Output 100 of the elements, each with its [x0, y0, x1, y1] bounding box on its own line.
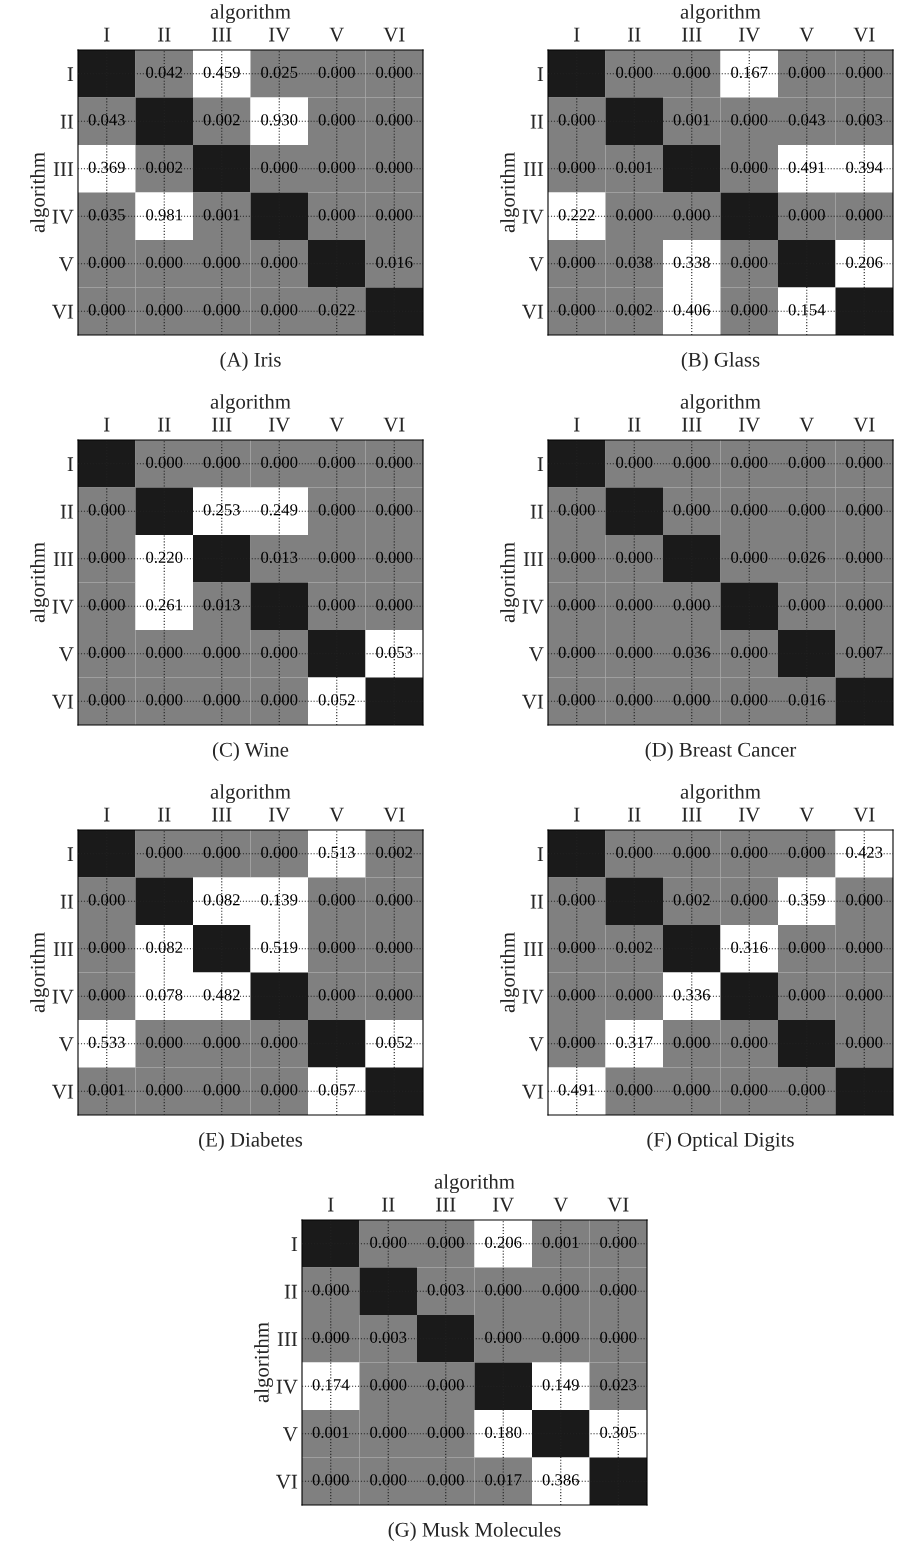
x-axis-title: algorithm [680, 784, 761, 804]
x-tick-label: I [104, 807, 110, 822]
data-label: 0.000 [616, 989, 653, 1001]
text: (F) Optical Digits [647, 1132, 794, 1152]
data-label: 0.394 [846, 161, 883, 173]
x-tick-label: I [104, 27, 110, 42]
data-label: 0.000 [88, 894, 125, 906]
data-label: 0.017 [485, 1474, 522, 1486]
data-label: 0.000 [376, 504, 413, 516]
data-label: 0.000 [88, 694, 125, 706]
data-label: 0.036 [673, 646, 710, 658]
x-tick-label: II [158, 417, 171, 432]
y-tick-label: IV [522, 209, 544, 224]
data-label: 0.000 [203, 1036, 240, 1048]
data-label: 0.305 [600, 1426, 637, 1438]
y-tick-label: IV [522, 989, 544, 1004]
data-label: 0.052 [376, 1036, 413, 1048]
data-label: 0.174 [312, 1379, 350, 1391]
data-label: 0.000 [731, 1036, 768, 1048]
x-tick-label: II [628, 807, 641, 822]
y-tick-label: VI [52, 1084, 74, 1099]
data-label: 0.000 [731, 551, 768, 563]
x-tick-label: VI [383, 27, 405, 42]
data-label: 0.000 [788, 1084, 825, 1096]
y-axis-title: algorithm [30, 152, 50, 233]
data-label: 0.253 [203, 504, 240, 516]
data-label: 0.000 [261, 456, 298, 468]
data-label: 0.000 [788, 66, 825, 78]
data-label: 0.001 [88, 1084, 125, 1096]
data-label: 0.149 [542, 1379, 579, 1391]
data-label: 0.038 [616, 256, 653, 268]
data-label: 0.000 [558, 256, 595, 268]
x-axis-title: algorithm [680, 394, 761, 414]
y-axis-title: algorithm [500, 932, 520, 1013]
data-label: 0.000 [203, 846, 240, 858]
data-label: 0.000 [788, 941, 825, 953]
y-tick-label: IV [276, 1379, 298, 1394]
data-label: 0.369 [88, 161, 125, 173]
data-label: 0.000 [558, 894, 595, 906]
y-tick-label: III [523, 162, 544, 176]
data-label: 0.316 [731, 941, 768, 953]
x-tick-label: VI [853, 807, 875, 822]
x-tick-label: IV [493, 1197, 515, 1212]
x-tick-label: VI [383, 807, 405, 822]
y-axis-title: algorithm [30, 542, 50, 623]
y-tick-label: V [529, 647, 544, 662]
data-label: 0.000 [731, 646, 768, 658]
data-label: 0.043 [788, 114, 825, 126]
x-tick-label: III [212, 807, 232, 822]
data-label: 0.000 [558, 551, 595, 563]
data-label: 0.220 [146, 551, 183, 563]
data-label: 0.000 [731, 114, 768, 126]
data-label: 0.000 [673, 694, 710, 706]
x-tick-label: II [382, 1197, 395, 1212]
data-label: 0.000 [558, 504, 595, 516]
data-label: 0.001 [616, 161, 652, 173]
data-label: 0.000 [846, 504, 883, 516]
y-axis-title: algorithm [500, 152, 520, 233]
data-label: 0.000 [203, 304, 240, 316]
data-label: 0.000 [427, 1474, 464, 1486]
data-label: 0.000 [616, 209, 653, 221]
data-label: 0.000 [616, 599, 653, 611]
data-label: 0.000 [318, 599, 355, 611]
x-tick-label: I [574, 417, 580, 432]
y-tick-label: II [530, 114, 544, 129]
data-label: 0.002 [203, 114, 240, 126]
y-tick-label: VI [522, 694, 544, 709]
data-label: 0.000 [788, 846, 825, 858]
data-label: 0.261 [146, 599, 182, 611]
x-tick-label: III [436, 1197, 456, 1212]
data-label: 0.000 [88, 256, 125, 268]
data-label: 0.000 [616, 646, 653, 658]
data-label: 0.533 [88, 1036, 125, 1048]
data-label: 0.000 [731, 161, 768, 173]
data-label: 0.000 [673, 1084, 710, 1096]
data-label: 0.002 [616, 304, 653, 316]
data-label: 0.000 [370, 1236, 407, 1248]
y-tick-label: V [59, 647, 74, 662]
data-label: 0.000 [558, 1036, 595, 1048]
y-axis-title: algorithm [500, 542, 520, 623]
x-tick-label: III [682, 27, 702, 42]
y-tick-label: II [530, 894, 544, 909]
data-label: 0.000 [318, 504, 355, 516]
y-tick-label: V [59, 1037, 74, 1052]
data-label: 0.043 [88, 114, 125, 126]
data-label: 0.000 [146, 646, 183, 658]
x-tick-label: I [328, 1197, 334, 1212]
data-label: 0.406 [673, 304, 710, 316]
y-tick-label: V [529, 1037, 544, 1052]
data-label: 0.022 [318, 304, 355, 316]
y-tick-label: I [291, 1237, 298, 1251]
data-label: 0.222 [558, 209, 595, 221]
text: (C) Wine [212, 742, 289, 761]
data-label: 0.000 [846, 551, 883, 563]
y-tick-label: III [523, 942, 544, 956]
y-tick-label: V [529, 257, 544, 272]
data-label: 0.930 [261, 114, 298, 126]
data-label: 0.052 [318, 694, 355, 706]
data-label: 0.000 [673, 599, 710, 611]
x-tick-label: V [799, 417, 815, 432]
